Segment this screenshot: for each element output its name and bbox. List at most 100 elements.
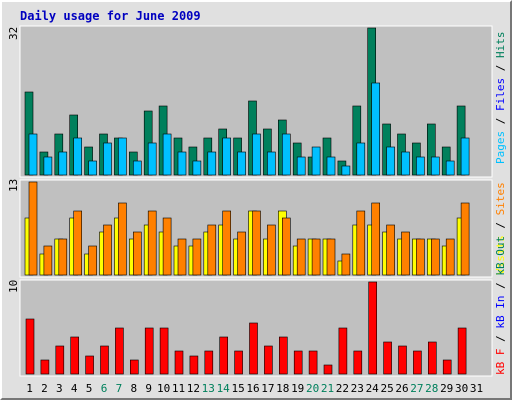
bar-kbytes-kb-f-day-22 [338,327,348,375]
x-tick-label-day-29: 29 [440,382,453,395]
x-tick-label-day-4: 4 [71,382,78,395]
bar-kbytes-kb-f-day-2 [40,359,50,375]
legend-segment: / [494,111,507,131]
bar-kbytes-kb-f-day-17 [264,345,273,375]
x-tick-label-day-5: 5 [86,382,93,395]
bar-visits-sites-sites-day-19 [296,238,306,276]
bar-hits-files-pages-files-day-2 [43,156,53,176]
bar-kbytes-kb-f-day-24 [368,281,378,375]
x-tick-label-day-17: 17 [261,382,274,395]
bar-kbytes-kb-f-day-15 [234,350,243,375]
chart-title: Daily usage for June 2009 [20,9,201,23]
bar-hits-files-pages-files-day-24 [371,82,381,176]
bar-hits-files-pages-files-day-13 [207,151,217,176]
legend-segment: Visits [494,235,507,275]
legend-segment: / [494,215,507,235]
x-tick-label-day-19: 19 [291,382,304,395]
bar-hits-files-pages-files-day-5 [88,160,97,176]
legend-segment: kB Out [494,236,507,276]
x-tick-label-day-9: 9 [145,382,152,395]
bar-visits-sites-sites-day-9 [147,210,157,276]
x-tick-label-day-28: 28 [425,382,438,395]
x-tick-label-day-11: 11 [172,382,185,395]
bar-visits-sites-sites-day-6 [103,224,112,276]
x-tick-label-day-3: 3 [56,382,63,395]
x-tick-label-day-10: 10 [157,382,170,395]
bar-visits-sites-sites-day-29 [445,238,455,276]
top-ymax-label: 32 [7,27,20,40]
bar-hits-files-pages-files-day-11 [177,151,187,176]
x-tick-label-day-8: 8 [130,382,137,395]
x-tick-label-day-14: 14 [217,382,231,395]
bar-kbytes-kb-f-day-26 [398,345,407,375]
bar-hits-files-pages-files-day-20 [311,146,321,176]
bar-visits-sites-sites-day-17 [267,224,276,276]
bar-hits-files-pages-files-day-10 [162,133,172,176]
legend-segment: Pages [494,131,507,164]
bar-hits-files-pages-files-day-16 [252,133,261,176]
bar-hits-files-pages-files-day-23 [356,142,366,176]
bar-visits-sites-sites-day-3 [58,238,68,276]
x-tick-label-day-27: 27 [410,382,423,395]
bar-kbytes-kb-f-day-28 [427,341,437,375]
right-legend-mid: Visits / Sites [494,182,507,275]
bar-visits-sites-sites-day-14 [222,210,231,276]
legend-segment: Files [494,78,507,111]
bar-visits-sites-sites-day-15 [237,231,246,276]
bar-hits-files-pages-files-day-21 [326,156,336,176]
x-tick-label-day-1: 1 [26,382,33,395]
bar-visits-sites-sites-day-24 [371,202,381,276]
bar-kbytes-kb-f-day-8 [130,359,139,375]
x-tick-label-day-31: 31 [470,382,483,395]
bar-kbytes-kb-f-day-25 [383,341,392,375]
bar-visits-sites-sites-day-2 [43,245,53,276]
bar-kbytes-kb-f-day-11 [174,350,184,375]
bar-hits-files-pages-files-day-1 [28,133,38,176]
x-tick-label-day-12: 12 [187,382,200,395]
x-tick-label-day-23: 23 [351,382,364,395]
bar-kbytes-kb-f-day-30 [457,327,467,375]
bar-visits-sites-sites-day-7 [118,202,127,276]
bar-kbytes-kb-f-day-9 [144,327,154,375]
bar-kbytes-kb-f-day-18 [278,336,288,375]
bar-visits-sites-sites-day-27 [416,238,425,276]
bar-visits-sites-sites-day-25 [386,224,395,276]
bar-kbytes-kb-f-day-19 [293,350,303,375]
bar-visits-sites-sites-day-10 [162,217,172,276]
bar-hits-files-pages-files-day-25 [386,146,395,176]
bar-hits-files-pages-files-day-15 [237,151,246,176]
right-legend-top: Pages / Files / Hits [494,32,507,165]
bar-hits-files-pages-files-day-4 [73,137,82,176]
x-tick-label-day-16: 16 [246,382,259,395]
legend-segment: kB F [494,349,507,376]
bar-visits-sites-sites-day-11 [177,238,187,276]
bar-visits-sites-sites-day-1 [28,181,38,276]
x-tick-label-day-24: 24 [366,382,380,395]
bar-kbytes-kb-f-day-14 [219,336,228,375]
bar-hits-files-pages-files-day-26 [401,151,410,176]
bar-hits-files-pages-files-day-27 [416,156,425,176]
bar-visits-sites-sites-day-13 [207,224,217,276]
x-tick-label-day-13: 13 [202,382,215,395]
bar-visits-sites-sites-day-21 [326,238,336,276]
bar-kbytes-kb-f-day-6 [100,345,109,375]
bar-visits-sites-sites-day-23 [356,210,366,276]
x-tick-label-day-15: 15 [231,382,244,395]
mid-ymax-label: 13 [7,179,20,192]
legend-segment: Hits [494,32,507,59]
legend-segment: Sites [494,182,507,215]
bar-visits-sites-sites-day-12 [192,238,202,276]
bar-hits-files-pages-files-day-22 [341,165,351,176]
bar-hits-files-pages-files-day-30 [460,137,470,176]
x-tick-label-day-22: 22 [336,382,349,395]
bar-visits-sites-sites-day-28 [430,238,440,276]
bar-hits-files-pages-files-day-9 [147,142,157,176]
right-legend-bot: kB F / kB In / kB Out [494,236,507,375]
legend-segment: kB In [494,296,507,329]
bar-kbytes-kb-f-day-21 [323,364,333,375]
bar-kbytes-kb-f-day-12 [189,355,199,375]
x-tick-label-day-30: 30 [455,382,468,395]
bar-kbytes-kb-f-day-16 [249,322,258,375]
x-tick-label-day-26: 26 [395,382,408,395]
